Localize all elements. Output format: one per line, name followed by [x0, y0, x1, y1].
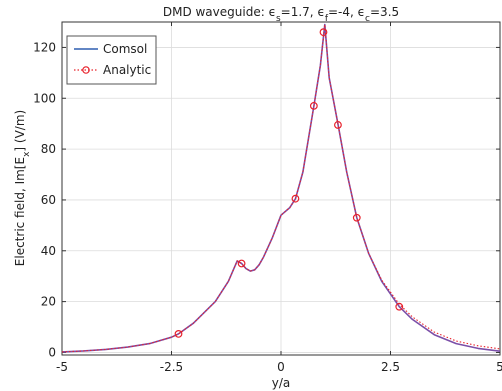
chart-title-part: =1.7,	[281, 5, 318, 19]
x-tick-label: 0	[277, 360, 285, 374]
legend-label-comsol: Comsol	[103, 42, 147, 56]
y-tick-label: 60	[41, 193, 56, 207]
series-point-analytic	[395, 302, 404, 311]
series-point-analytic	[309, 101, 318, 110]
series-point-analytic	[237, 259, 246, 268]
y-axis-title-part: Electric field, Im[E	[13, 157, 27, 266]
y-tick-label: 100	[33, 91, 56, 105]
legend: Comsol Analytic	[66, 35, 157, 85]
series-point-analytic	[319, 28, 328, 37]
x-tick-label: -5	[56, 360, 68, 374]
y-axis-title-part: x	[22, 151, 32, 157]
series-point-analytic	[174, 330, 183, 338]
chart-title-part: c	[365, 14, 370, 24]
legend-label-analytic: Analytic	[103, 63, 151, 77]
series-point-analytic	[291, 194, 300, 203]
x-tick-label: -2.5	[160, 360, 183, 374]
chart-title-part: DMD waveguide:	[163, 5, 269, 19]
y-tick-label: 120	[33, 40, 56, 54]
chart-title-part: ϵ	[269, 5, 276, 19]
chart-title-part: f	[325, 14, 329, 24]
y-tick-label: 0	[48, 345, 56, 359]
legend-marker-analytic	[82, 66, 90, 74]
chart-title-part: =-4,	[328, 5, 358, 19]
chart-title-part: s	[276, 14, 281, 24]
series-layer	[61, 23, 501, 353]
y-tick-label: 40	[41, 244, 56, 258]
y-tick-label: 80	[41, 142, 56, 156]
chart-title: DMD waveguide: ϵs=1.7, ϵf=-4, ϵc=3.5	[163, 5, 399, 24]
legend-box	[66, 35, 157, 85]
x-tick-label: 5	[496, 360, 502, 374]
x-axis-title: y/a	[272, 376, 291, 390]
y-tick-label: 20	[41, 295, 56, 309]
y-axis-title-part: ] (V/m)	[13, 110, 27, 152]
chart-title-part: =3.5	[370, 5, 399, 19]
series-line-comsol	[61, 23, 501, 353]
chart-title-part: ϵ	[317, 5, 324, 19]
y-axis-title: Electric field, Im[Ex] (V/m)	[13, 110, 32, 266]
chart-title-part: ϵ	[358, 5, 365, 19]
series-point-analytic	[334, 121, 342, 129]
x-tick-label: 2.5	[381, 360, 400, 374]
series-point-analytic	[352, 213, 361, 222]
x-axis-ticks: -5 -2.5 0 2.5 5	[56, 22, 502, 374]
y-axis-ticks: 0 20 40 60 80 100 120	[33, 40, 500, 359]
